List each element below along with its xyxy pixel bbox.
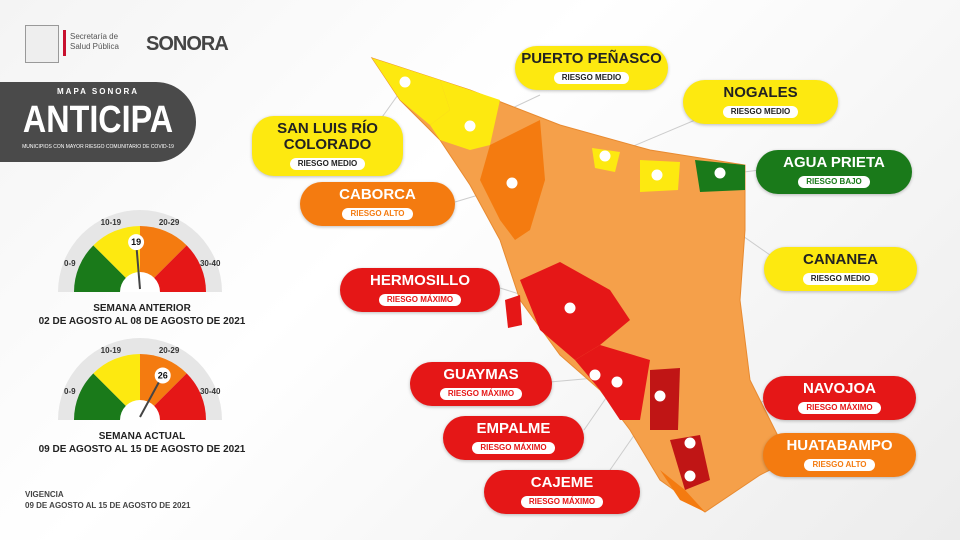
municipio-name: NAVOJOA xyxy=(802,380,877,397)
region-hermosillo-island xyxy=(505,295,522,328)
gauge-range-label: 30-40 xyxy=(200,259,221,268)
pin-icon xyxy=(654,390,666,402)
gauge-value-bubble xyxy=(128,234,145,251)
anticipa-banner: MAPA SONORA ANTICIPA MUNICIPIOS CON MAYO… xyxy=(0,82,196,162)
gauge-range-label: 0-9 xyxy=(64,387,76,396)
municipio-name: HUATABAMPO xyxy=(786,437,893,454)
gauge-period: 09 DE AGOSTO AL 15 DE AGOSTO DE 2021 xyxy=(38,444,246,455)
risk-badge: RIESGO MÁXIMO xyxy=(798,402,881,414)
region-huatabampo xyxy=(660,470,705,512)
region-navojoa xyxy=(670,435,710,490)
pin-icon xyxy=(684,470,696,482)
gauge-hub xyxy=(120,400,160,420)
municipio-label: PUERTO PEÑASCO RIESGO MEDIO xyxy=(515,46,668,90)
municipio-label: AGUA PRIETA RIESGO BAJO xyxy=(756,150,912,194)
risk-badge: RIESGO MEDIO xyxy=(802,273,879,285)
region-hermosillo xyxy=(520,262,630,360)
gauge-value: 26 xyxy=(158,370,168,380)
vigencia-label: VIGENCIA xyxy=(25,490,64,499)
region-san-luis-rio-colorado xyxy=(372,58,450,125)
municipio-label: HUATABAMPO RIESGO ALTO xyxy=(763,433,916,477)
gauge-range-label: 10-19 xyxy=(101,346,122,355)
municipio-label: NAVOJOA RIESGO MÁXIMO xyxy=(763,376,916,420)
risk-badge: RIESGO MÁXIMO xyxy=(378,294,462,306)
municipio-name: AGUA PRIETA xyxy=(783,154,885,171)
gauge-segment xyxy=(140,373,206,420)
pin-icon xyxy=(651,169,663,181)
banner-subtitle: MUNICIPIOS CON MAYOR RIESGO COMUNITARIO … xyxy=(22,144,174,150)
region-puerto-penasco xyxy=(430,80,500,150)
risk-badge: RIESGO MÁXIMO xyxy=(520,496,604,508)
risk-badge: RIESGO MEDIO xyxy=(722,106,799,118)
municipio-label: EMPALME RIESGO MÁXIMO xyxy=(443,416,584,460)
municipio-name: EMPALME xyxy=(476,420,551,437)
gauge-caption-previous: SEMANA ANTERIOR 02 DE AGOSTO AL 08 DE AG… xyxy=(22,302,262,328)
divider xyxy=(63,30,66,56)
risk-badge: RIESGO MÁXIMO xyxy=(439,388,523,400)
pin-icon xyxy=(599,150,611,162)
gauge-segment xyxy=(74,373,140,420)
municipio-label: CABORCA RIESGO ALTO xyxy=(300,182,455,226)
risk-badge: RIESGO MÁXIMO xyxy=(472,442,555,454)
gauge-range-label: 20-29 xyxy=(159,218,180,227)
municipio-name: NOGALES xyxy=(723,84,798,101)
municipio-name: SAN LUIS RÍO COLORADO xyxy=(277,120,378,153)
pin-icon xyxy=(399,76,411,88)
pin-icon xyxy=(589,369,601,381)
pin-icon xyxy=(464,120,476,132)
banner-title: ANTICIPA xyxy=(22,99,174,141)
municipio-label: CAJEME RIESGO MÁXIMO xyxy=(484,470,640,514)
gauge-segment xyxy=(140,354,187,420)
gauge-caption-current: SEMANA ACTUAL 09 DE AGOSTO AL 15 DE AGOS… xyxy=(22,430,262,456)
vigencia: VIGENCIA 09 DE AGOSTO AL 15 DE AGOSTO DE… xyxy=(25,489,190,511)
gauge-value-bubble xyxy=(154,367,171,384)
banner-kicker: MAPA SONORA xyxy=(57,87,139,96)
risk-badge: RIESGO MEDIO xyxy=(289,158,366,170)
risk-badge: RIESGO ALTO xyxy=(804,459,875,471)
state-seal-logo xyxy=(25,25,59,63)
municipio-name: HERMOSILLO xyxy=(370,272,470,289)
pin-icon xyxy=(611,376,623,388)
risk-badge: RIESGO ALTO xyxy=(342,208,413,220)
sonora-logo: SONORA xyxy=(146,33,229,55)
gauge-range-label: 20-29 xyxy=(159,346,180,355)
municipio-label: NOGALES RIESGO MEDIO xyxy=(683,80,838,124)
gauge-segment xyxy=(74,245,140,292)
pin-icon xyxy=(506,177,518,189)
gauge-label: SEMANA ANTERIOR xyxy=(93,303,191,314)
municipio-label: HERMOSILLO RIESGO MÁXIMO xyxy=(340,268,500,312)
location-pins xyxy=(399,76,726,482)
municipio-name: CABORCA xyxy=(339,186,416,203)
pin-icon xyxy=(564,302,576,314)
municipio-label: CANANEA RIESGO MEDIO xyxy=(764,247,917,291)
vigencia-period: 09 DE AGOSTO AL 15 DE AGOSTO DE 2021 xyxy=(25,501,191,510)
gauge-range-label: 30-40 xyxy=(200,387,221,396)
municipio-name: PUERTO PEÑASCO xyxy=(521,50,662,67)
municipio-name: CAJEME xyxy=(530,474,594,491)
region-cajeme xyxy=(650,368,680,430)
gauge-segment xyxy=(93,354,140,420)
gauge-label: SEMANA ACTUAL xyxy=(98,431,186,442)
gauge-range-label: 10-19 xyxy=(101,218,122,227)
pin-icon xyxy=(684,437,696,449)
municipio-name: GUAYMAS xyxy=(443,366,519,383)
gauge-range-label: 0-9 xyxy=(64,259,76,268)
municipio-label: SAN LUIS RÍO COLORADO RIESGO MEDIO xyxy=(252,116,403,176)
gauge-value: 19 xyxy=(131,237,141,247)
gauge-period: 02 DE AGOSTO AL 08 DE AGOSTO DE 2021 xyxy=(38,316,246,327)
risk-badge: RIESGO BAJO xyxy=(798,176,870,188)
risk-badge: RIESGO MEDIO xyxy=(553,72,630,84)
pin-icon xyxy=(714,167,726,179)
gauge-segment xyxy=(140,226,187,292)
gauge-segment xyxy=(140,245,206,292)
agency-name: Secretaría de Salud Pública xyxy=(70,32,119,51)
municipio-label: GUAYMAS RIESGO MÁXIMO xyxy=(410,362,552,406)
municipio-name: CANANEA xyxy=(803,251,878,268)
